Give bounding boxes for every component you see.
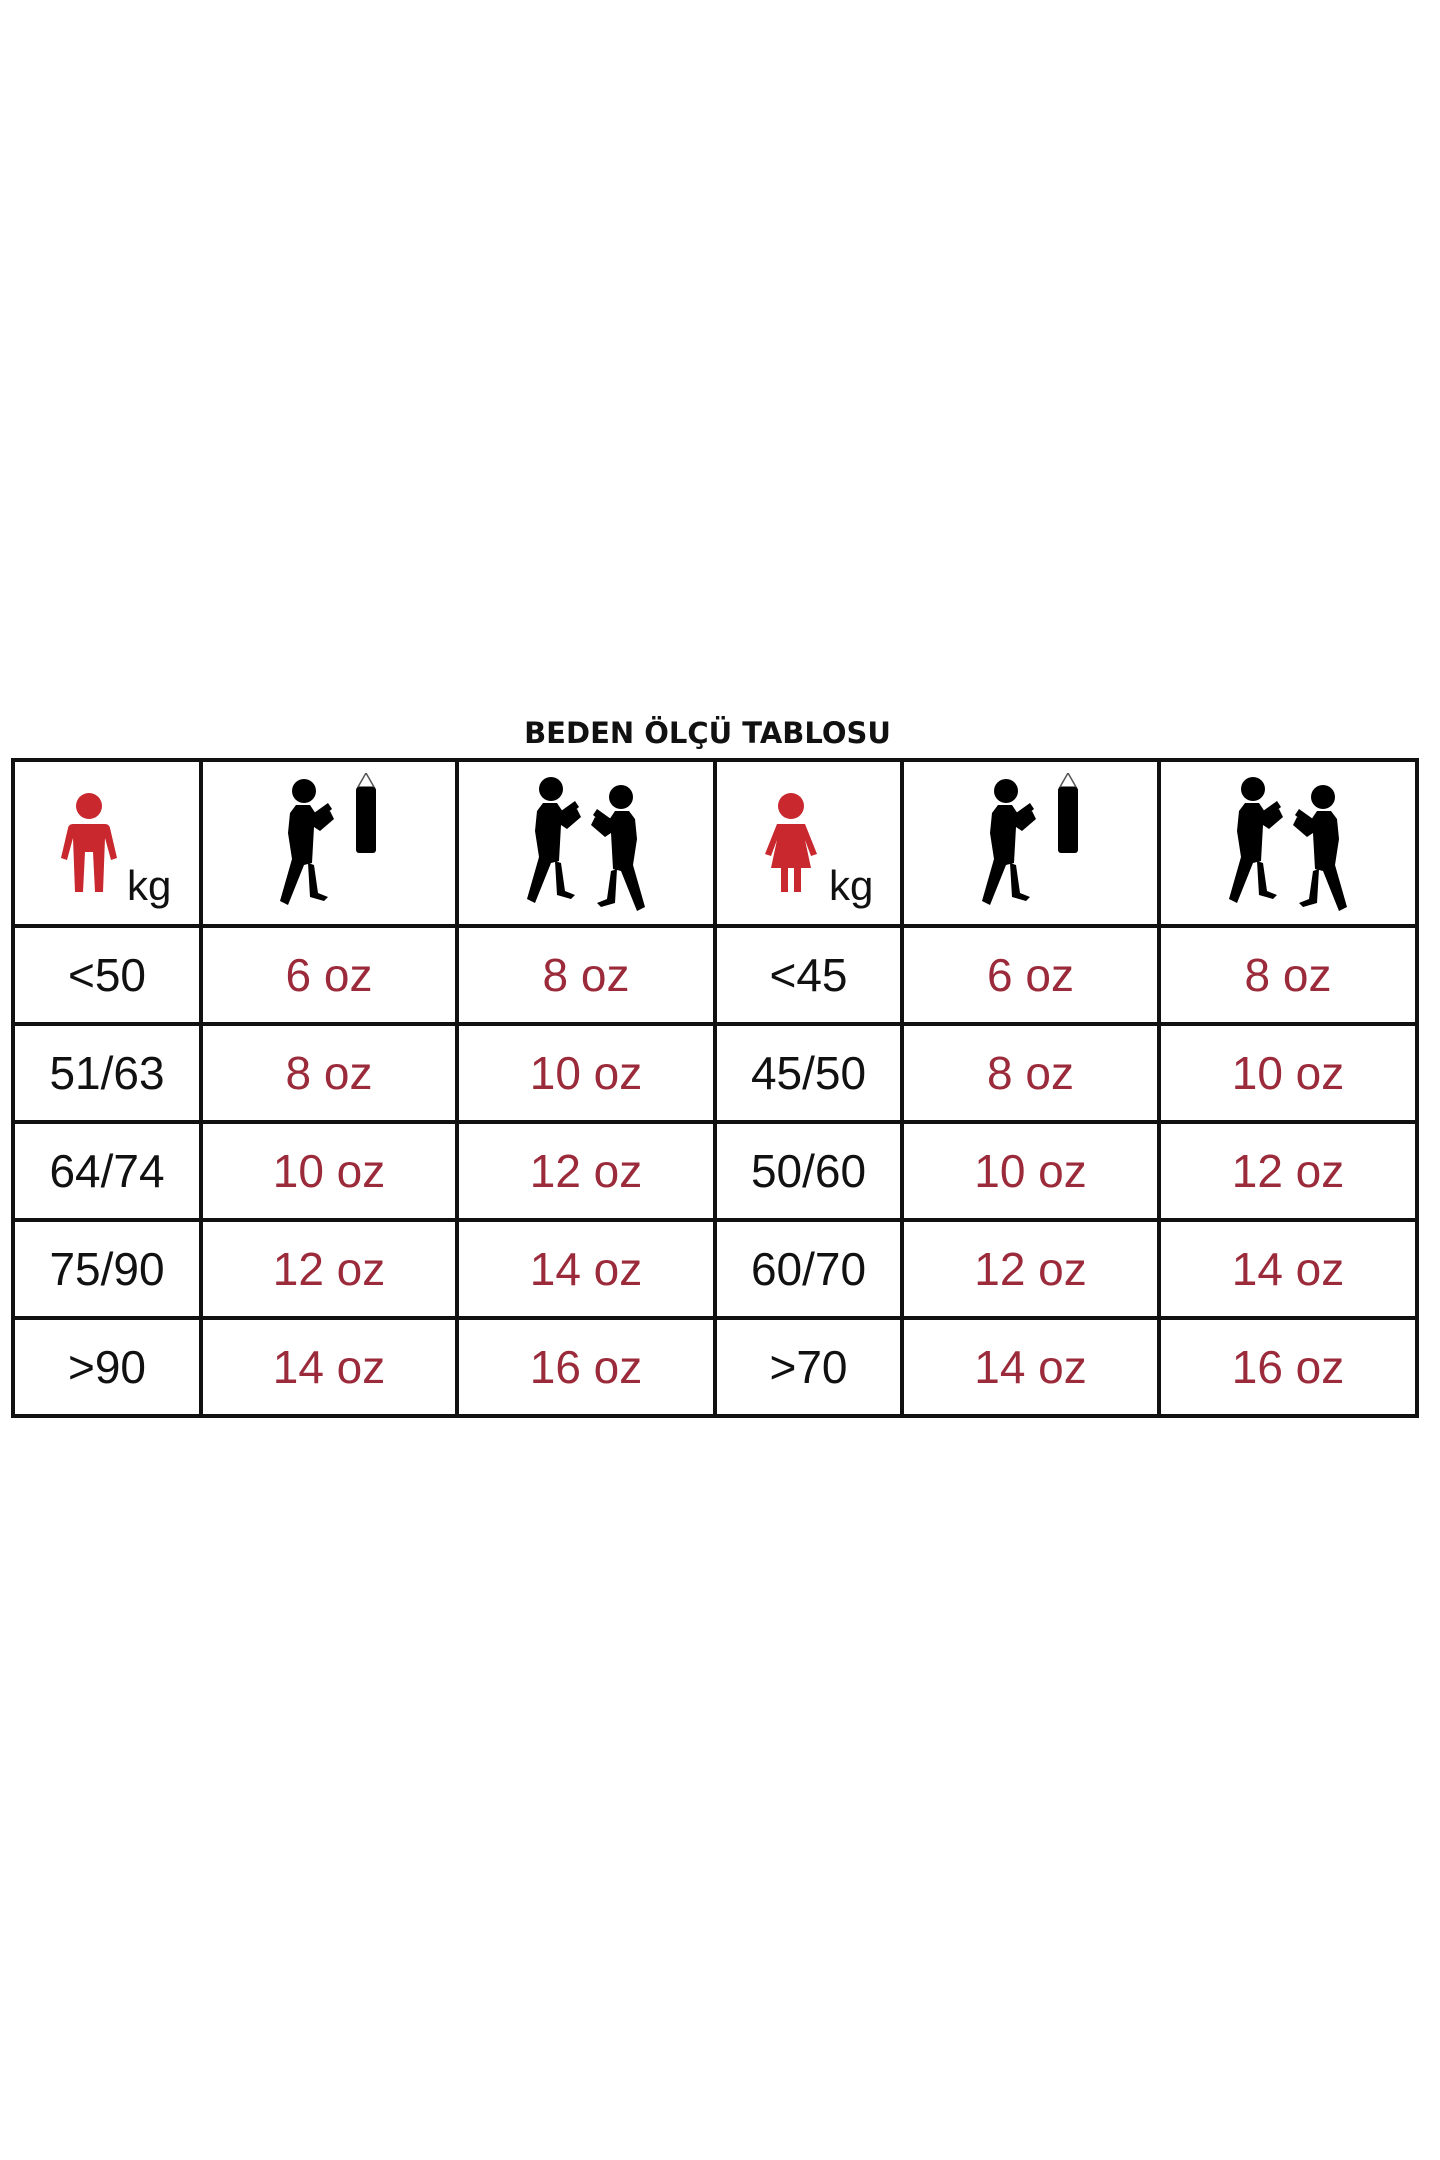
women-bag-oz-cell: 6 oz xyxy=(900,924,1161,1026)
men-bag-header xyxy=(199,758,459,928)
men-weight-cell: >90 xyxy=(11,1316,203,1418)
women-sparring-oz-cell: 14 oz xyxy=(1157,1218,1419,1320)
boxers-sparring-icon xyxy=(1229,776,1347,911)
men-bag-oz-cell: 10 oz xyxy=(199,1120,459,1222)
men-weight-cell: 64/74 xyxy=(11,1120,203,1222)
women-unit-label: kg xyxy=(829,862,874,909)
boxer-punching-bag-icon xyxy=(981,772,1079,905)
women-sparring-oz-cell: 10 oz xyxy=(1157,1022,1419,1124)
table-row: >90 14 oz 16 oz >70 14 oz 16 oz xyxy=(11,1316,1419,1418)
men-bag-oz-cell: 6 oz xyxy=(199,924,459,1026)
header-row: kg kg xyxy=(11,758,1419,928)
table-row: 75/90 12 oz 14 oz 60/70 12 oz 14 oz xyxy=(11,1218,1419,1320)
female-person-icon xyxy=(765,793,817,892)
men-sparring-oz-cell: 14 oz xyxy=(455,1218,717,1320)
men-weight-cell: 75/90 xyxy=(11,1218,203,1320)
women-sparring-header xyxy=(1157,758,1419,928)
women-sparring-oz-cell: 8 oz xyxy=(1157,924,1419,1026)
men-weight-header: kg xyxy=(11,758,203,928)
boxer-punching-bag-icon xyxy=(280,772,377,905)
table-row: 64/74 10 oz 12 oz 50/60 10 oz 12 oz xyxy=(11,1120,1419,1222)
women-weight-cell: 45/50 xyxy=(713,1022,904,1124)
table-row: <50 6 oz 8 oz <45 6 oz 8 oz xyxy=(11,924,1419,1026)
women-weight-cell: 50/60 xyxy=(713,1120,904,1222)
men-unit-label: kg xyxy=(127,862,172,909)
women-bag-oz-cell: 12 oz xyxy=(900,1218,1161,1320)
women-bag-header xyxy=(900,758,1161,928)
men-weight-cell: <50 xyxy=(11,924,203,1026)
men-sparring-oz-cell: 16 oz xyxy=(455,1316,717,1418)
men-sparring-oz-cell: 8 oz xyxy=(455,924,717,1026)
women-weight-cell: >70 xyxy=(713,1316,904,1418)
women-bag-oz-cell: 10 oz xyxy=(900,1120,1161,1222)
men-sparring-header xyxy=(455,758,717,928)
men-bag-oz-cell: 8 oz xyxy=(199,1022,459,1124)
size-table: kg kg <50 6 oz 8 oz <45 6 oz 8 oz 51/63 … xyxy=(11,758,1419,1418)
chart-title: BEDEN ÖLÇÜ TABLOSU xyxy=(524,716,891,750)
men-weight-cell: 51/63 xyxy=(11,1022,203,1124)
women-sparring-oz-cell: 12 oz xyxy=(1157,1120,1419,1222)
male-person-icon xyxy=(61,793,117,892)
men-sparring-oz-cell: 12 oz xyxy=(455,1120,717,1222)
women-sparring-oz-cell: 16 oz xyxy=(1157,1316,1419,1418)
women-bag-oz-cell: 14 oz xyxy=(900,1316,1161,1418)
women-weight-cell: 60/70 xyxy=(713,1218,904,1320)
women-weight-header: kg xyxy=(713,758,904,928)
women-weight-cell: <45 xyxy=(713,924,904,1026)
women-bag-oz-cell: 8 oz xyxy=(900,1022,1161,1124)
boxers-sparring-icon xyxy=(527,776,645,911)
men-bag-oz-cell: 12 oz xyxy=(199,1218,459,1320)
men-bag-oz-cell: 14 oz xyxy=(199,1316,459,1418)
men-sparring-oz-cell: 10 oz xyxy=(455,1022,717,1124)
table-row: 51/63 8 oz 10 oz 45/50 8 oz 10 oz xyxy=(11,1022,1419,1124)
